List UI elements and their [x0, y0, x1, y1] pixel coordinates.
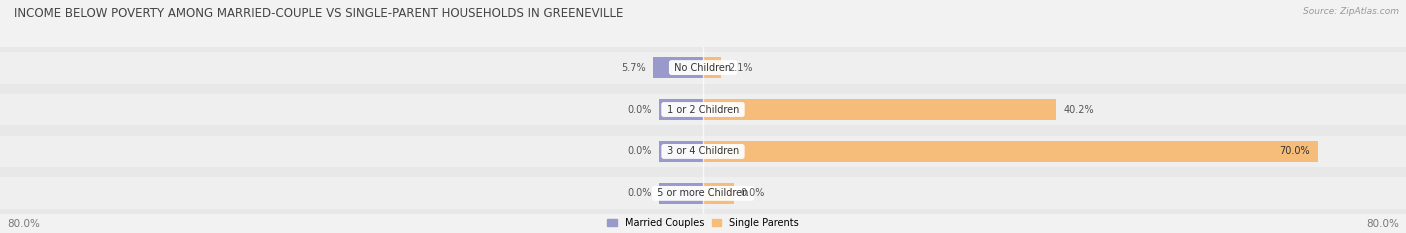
Text: 3 or 4 Children: 3 or 4 Children — [664, 147, 742, 156]
Text: 0.0%: 0.0% — [627, 105, 652, 114]
Text: No Children: No Children — [672, 63, 734, 72]
Text: 40.2%: 40.2% — [1063, 105, 1094, 114]
Text: 2.1%: 2.1% — [728, 63, 754, 72]
Text: INCOME BELOW POVERTY AMONG MARRIED-COUPLE VS SINGLE-PARENT HOUSEHOLDS IN GREENEV: INCOME BELOW POVERTY AMONG MARRIED-COUPL… — [14, 7, 623, 20]
Bar — [659, 141, 703, 162]
Bar — [0, 52, 1406, 83]
Text: 70.0%: 70.0% — [1278, 147, 1309, 156]
Text: 0.0%: 0.0% — [741, 188, 765, 198]
Bar — [0, 178, 1406, 209]
Bar — [652, 57, 703, 78]
Bar — [703, 141, 1319, 162]
Bar — [0, 136, 1406, 167]
Bar — [0, 130, 1406, 172]
Bar — [659, 183, 703, 204]
Text: 0.0%: 0.0% — [627, 147, 652, 156]
Bar — [703, 183, 734, 204]
Bar — [0, 94, 1406, 125]
Text: 5.7%: 5.7% — [621, 63, 645, 72]
Text: 80.0%: 80.0% — [1367, 219, 1399, 229]
Text: 5 or more Children: 5 or more Children — [654, 188, 752, 198]
Text: Source: ZipAtlas.com: Source: ZipAtlas.com — [1303, 7, 1399, 16]
Bar — [659, 99, 703, 120]
Bar — [703, 57, 721, 78]
Bar — [0, 89, 1406, 130]
Bar — [0, 172, 1406, 214]
Text: 0.0%: 0.0% — [627, 188, 652, 198]
Bar — [703, 99, 1056, 120]
Text: 80.0%: 80.0% — [7, 219, 39, 229]
Text: 1 or 2 Children: 1 or 2 Children — [664, 105, 742, 114]
Bar — [0, 47, 1406, 89]
Legend: Married Couples, Single Parents: Married Couples, Single Parents — [607, 218, 799, 228]
